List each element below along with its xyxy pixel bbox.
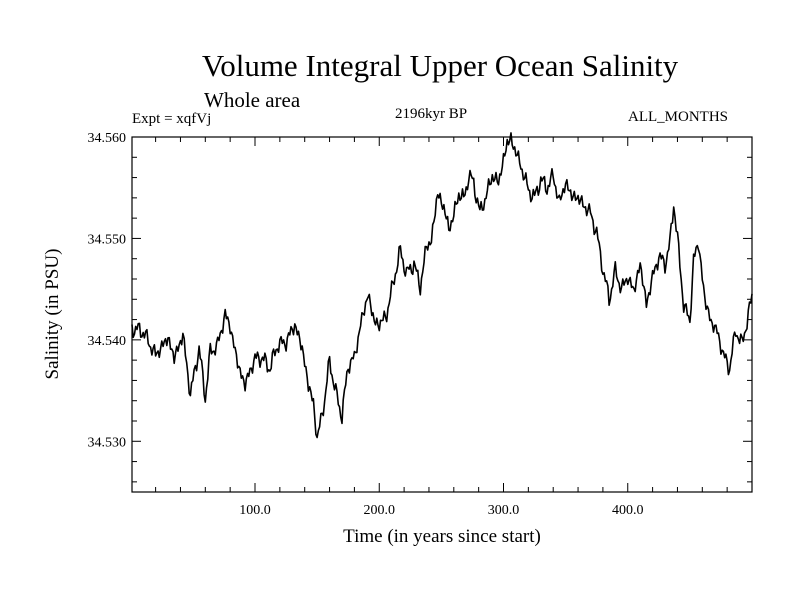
period-label: 2196kyr BP <box>395 106 468 122</box>
x-axis-label: Time (in years since start) <box>343 526 541 547</box>
y-tick-label: 34.530 <box>88 435 127 450</box>
y-tick-label: 34.540 <box>88 334 127 349</box>
x-tick-label: 300.0 <box>488 503 520 518</box>
plot-frame <box>131 136 753 493</box>
salinity-series-line <box>131 132 753 439</box>
experiment-label: Expt = xqfVj <box>132 111 212 127</box>
x-tick-label: 400.0 <box>612 503 644 518</box>
x-tick-label: 200.0 <box>364 503 396 518</box>
y-tick-label: 34.560 <box>88 131 127 146</box>
region-subtitle: Whole area <box>204 88 301 112</box>
x-tick-label: 100.0 <box>239 503 271 518</box>
months-label: ALL_MONTHS <box>628 109 728 125</box>
y-axis-label: Salinity (in PSU) <box>42 249 63 380</box>
y-tick-label: 34.550 <box>88 232 127 247</box>
chart-title: Volume Integral Upper Ocean Salinity <box>201 48 679 83</box>
